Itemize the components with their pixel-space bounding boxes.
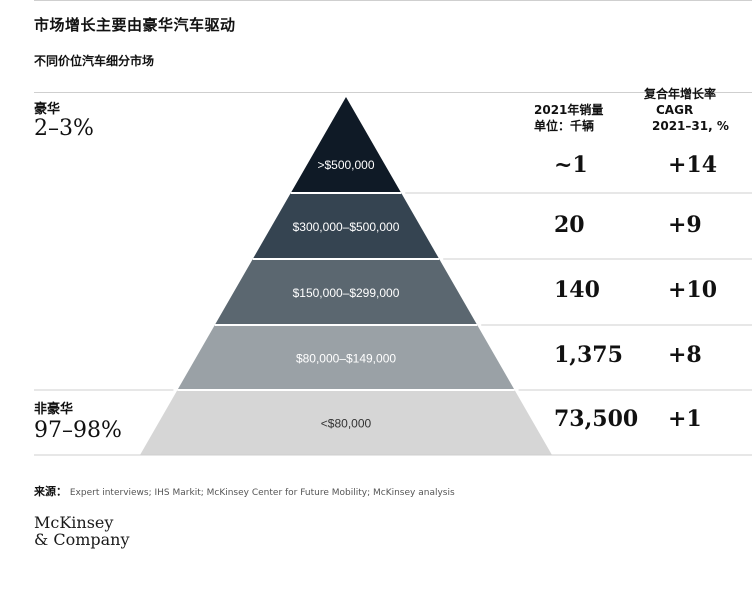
cagr-value-4: +8: [668, 342, 702, 368]
mckinsey-logo: McKinsey & Company: [34, 514, 130, 548]
logo-line1: McKinsey: [34, 513, 114, 532]
cagr-header-line2: CAGR: [656, 103, 694, 117]
header-divider: [34, 92, 752, 93]
sales-column-header: 2021年销量 单位：千辆: [534, 102, 603, 134]
cagr-value-5: +1: [668, 406, 702, 432]
chart-subtitle: 不同价位汽车细分市场: [34, 54, 155, 68]
cagr-header-line3: 2021–31, %: [652, 119, 729, 133]
cagr-value-1: +14: [668, 152, 718, 178]
sales-value-3: 140: [554, 277, 600, 303]
source-label: 来源：: [34, 485, 67, 498]
segment-non-luxury-label: 非豪华: [34, 402, 74, 417]
pyramid-tier-5: [140, 390, 552, 455]
cagr-column-header: 复合年增长率 CAGR 2021–31, %: [644, 86, 729, 134]
source-note: 来源： Expert interviews; IHS Markit; McKin…: [34, 483, 455, 499]
source-text: Expert interviews; IHS Markit; McKinsey …: [69, 488, 455, 498]
pyramid-tier-4: [177, 325, 515, 390]
pyramid-tier-3: [214, 259, 478, 325]
logo-line2: & Company: [34, 530, 130, 549]
tier-price-label-4: $80,000–$149,000: [296, 352, 396, 366]
segment-non-luxury-share: 97–98%: [34, 418, 122, 443]
sales-header-line2: 单位：千辆: [534, 119, 595, 133]
tier-price-label-1: >$500,000: [317, 158, 374, 172]
tier-price-label-5: <$80,000: [321, 417, 372, 431]
top-divider: [34, 0, 752, 1]
tier-price-label-2: $300,000–$500,000: [293, 220, 400, 234]
sales-value-2: 20: [554, 212, 585, 238]
cagr-header-line1: 复合年增长率: [644, 87, 717, 101]
sales-header-line1: 2021年销量: [534, 103, 604, 117]
sales-value-5: 73,500: [554, 406, 639, 432]
pyramid-tier-2: [252, 193, 440, 259]
chart-title: 市场增长主要由豪华汽车驱动: [34, 16, 236, 34]
pyramid-tier-1: [290, 97, 402, 193]
segment-luxury-label: 豪华: [34, 102, 61, 117]
cagr-value-2: +9: [668, 212, 702, 238]
tier-price-label-3: $150,000–$299,000: [293, 286, 400, 300]
segment-luxury-share: 2–3%: [34, 116, 94, 141]
sales-value-1: ~1: [554, 152, 588, 178]
cagr-value-3: +10: [668, 277, 718, 303]
sales-value-4: 1,375: [554, 342, 623, 368]
